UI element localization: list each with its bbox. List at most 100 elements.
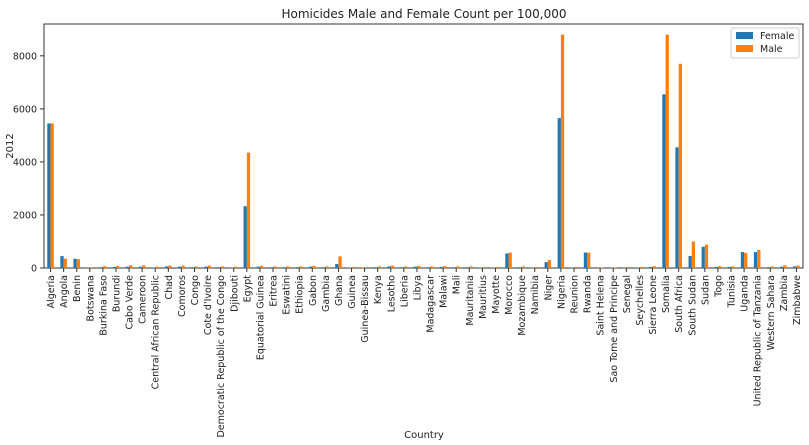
bar-male bbox=[259, 265, 264, 268]
bar-female bbox=[714, 266, 718, 268]
x-tick-label: Somalia bbox=[661, 275, 672, 313]
bar-male bbox=[351, 266, 355, 268]
x-tick-label: Zambia bbox=[779, 275, 790, 311]
x-tick-label: Uganda bbox=[740, 275, 751, 312]
legend: Female Male bbox=[730, 27, 800, 59]
bar-female bbox=[112, 266, 116, 268]
bar-female bbox=[793, 266, 797, 268]
bar-male bbox=[115, 265, 120, 268]
bar-male bbox=[129, 265, 133, 268]
bar-male bbox=[220, 266, 224, 268]
bar-female bbox=[649, 266, 653, 268]
y-ticks: 0 2000 4000 6000 8000 bbox=[13, 51, 44, 275]
x-tick-label: Angola bbox=[59, 275, 70, 308]
bar-female bbox=[413, 266, 417, 268]
bar-female bbox=[256, 266, 260, 268]
y-tick-label: 2000 bbox=[13, 210, 37, 221]
bar-male bbox=[233, 266, 238, 268]
bar-female bbox=[282, 267, 287, 268]
bar-female bbox=[479, 267, 483, 268]
x-tick-label: Saint Helena bbox=[596, 275, 607, 336]
x-tick-label: Lesotho bbox=[386, 275, 397, 312]
bar-female bbox=[348, 267, 352, 268]
bar-male bbox=[639, 266, 643, 268]
bar-male bbox=[770, 266, 774, 268]
bar-female bbox=[636, 267, 640, 268]
bar-male bbox=[521, 266, 525, 268]
chart-title: Homicides Male and Female Count per 100,… bbox=[281, 7, 566, 21]
x-tick-label: United Republic of Tanzania bbox=[753, 275, 764, 406]
bar-female bbox=[492, 267, 496, 268]
bar-female bbox=[662, 94, 666, 268]
x-tick-label: Congo bbox=[190, 275, 201, 305]
bar-male bbox=[443, 266, 447, 268]
x-tick-label: Gambia bbox=[321, 275, 332, 312]
bar-female bbox=[570, 267, 574, 268]
bar-female bbox=[544, 262, 548, 268]
bar-male bbox=[783, 265, 787, 268]
x-tick-label: Mayotte bbox=[491, 275, 502, 314]
bar-female bbox=[47, 123, 51, 269]
bar-female bbox=[531, 267, 535, 268]
bar-male bbox=[731, 266, 735, 268]
x-tick-label: Sudan bbox=[700, 275, 711, 305]
bar-male bbox=[456, 266, 460, 268]
x-tick-label: Comoros bbox=[177, 275, 188, 317]
bar-male bbox=[102, 266, 107, 268]
bar-female bbox=[125, 266, 130, 268]
bar-female bbox=[518, 267, 522, 268]
x-tick-label: Libya bbox=[412, 275, 423, 300]
bars bbox=[47, 34, 800, 269]
bar-female bbox=[688, 256, 692, 268]
bar-female bbox=[505, 253, 509, 268]
y-tick-label: 0 bbox=[31, 264, 37, 275]
y-tick-label: 4000 bbox=[13, 157, 37, 168]
bar-male bbox=[155, 266, 159, 268]
x-tick-label: Rwanda bbox=[583, 275, 594, 313]
bar-male bbox=[652, 266, 656, 268]
x-tick-label: Mauritius bbox=[478, 275, 489, 319]
bar-male bbox=[482, 266, 486, 268]
legend-label-female: Female bbox=[760, 31, 795, 42]
x-tick-label: Cameroon bbox=[138, 275, 149, 324]
x-tick-label: Seychelles bbox=[635, 275, 646, 326]
plot-area bbox=[43, 23, 804, 269]
bar-female bbox=[243, 206, 247, 268]
legend-swatch-female bbox=[736, 32, 753, 39]
x-tick-label: Sierra Leone bbox=[648, 275, 659, 335]
bar-male bbox=[508, 252, 512, 268]
x-tick-label: South Sudan bbox=[687, 275, 698, 336]
bar-female bbox=[295, 267, 300, 268]
x-tick-label: Chad bbox=[164, 275, 175, 300]
bar-male bbox=[691, 241, 696, 268]
bar-male bbox=[246, 152, 251, 268]
x-tick-label: Nigeria bbox=[556, 275, 567, 309]
bar-male bbox=[495, 266, 499, 268]
x-tick-label: Malawi bbox=[439, 275, 450, 308]
bar-female bbox=[623, 267, 627, 268]
x-tick-label: Mozambique bbox=[517, 275, 528, 336]
legend-swatch-male bbox=[736, 45, 753, 52]
bar-male bbox=[547, 260, 552, 268]
bar-male bbox=[717, 266, 722, 268]
x-tick-label: Ethiopia bbox=[295, 275, 306, 314]
x-tick-label: Eswatini bbox=[282, 275, 293, 315]
bar-male bbox=[194, 266, 198, 268]
bar-female bbox=[767, 267, 771, 268]
bar-female bbox=[452, 267, 457, 268]
x-tick-label: Morocco bbox=[504, 275, 515, 315]
bar-male bbox=[403, 266, 408, 268]
bar-male bbox=[704, 244, 709, 268]
bar-male bbox=[416, 265, 421, 268]
bar-male bbox=[744, 252, 748, 268]
bar-male bbox=[587, 252, 591, 268]
x-tick-label: Botswana bbox=[85, 275, 96, 321]
bar-male bbox=[665, 34, 669, 268]
bar-male bbox=[325, 266, 329, 268]
x-tick-label: Niger bbox=[543, 275, 554, 301]
bar-male bbox=[364, 266, 368, 268]
bar-male bbox=[168, 265, 172, 268]
x-tick-label: Togo bbox=[713, 275, 724, 298]
bar-female bbox=[675, 147, 679, 268]
